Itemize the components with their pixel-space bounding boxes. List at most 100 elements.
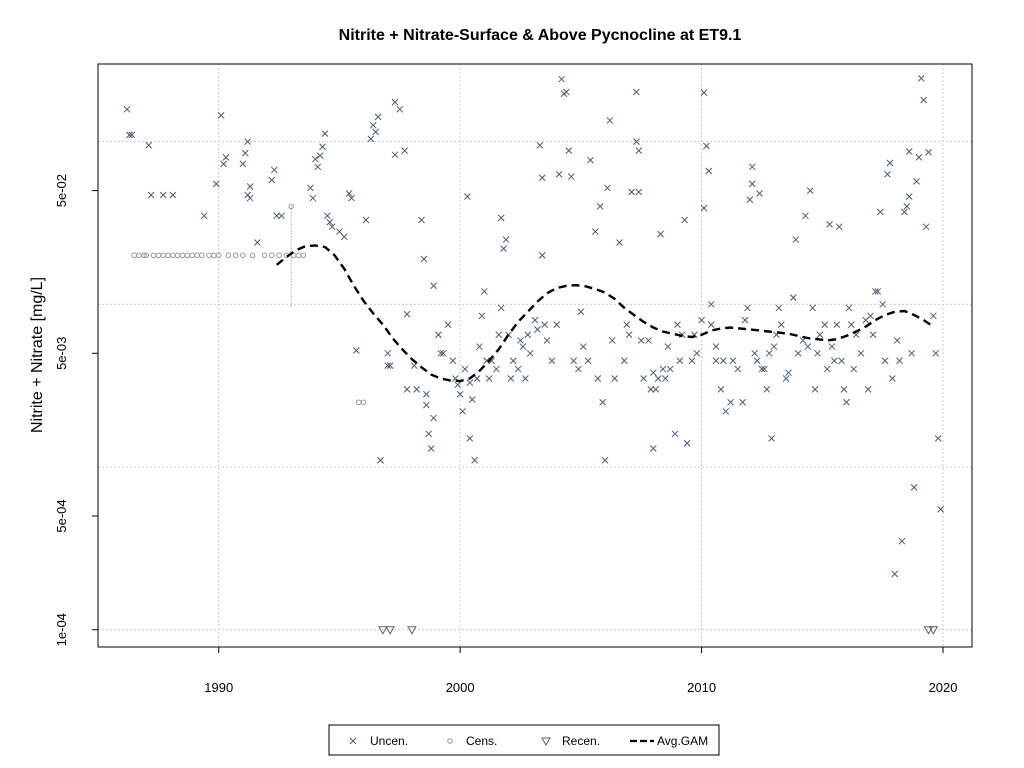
data-point-uncensored: [775, 304, 783, 312]
data-point-censored: [288, 203, 294, 210]
cross-stroke: [466, 379, 474, 387]
data-point-uncensored: [270, 166, 278, 174]
cross-stroke: [872, 288, 879, 295]
cross-stroke: [850, 365, 858, 373]
cross-stroke: [913, 177, 920, 185]
cross-stroke: [319, 143, 326, 151]
cross-stroke: [761, 365, 768, 373]
data-point-uncensored: [509, 357, 517, 365]
data-point-uncensored: [920, 96, 928, 104]
data-point-uncensored: [611, 375, 619, 382]
cross-stroke: [922, 223, 930, 231]
cross-stroke: [401, 147, 408, 155]
cross-stroke: [637, 337, 645, 344]
data-point-uncensored: [336, 228, 343, 235]
data-point-uncensored: [268, 176, 276, 184]
cross-stroke: [468, 396, 476, 403]
cross-stroke: [273, 212, 281, 220]
y-tick-label: 5e-02: [54, 174, 69, 207]
data-point-uncensored: [881, 357, 889, 365]
cross-stroke: [843, 398, 850, 406]
cross-stroke: [372, 128, 380, 136]
cross-stroke: [886, 159, 894, 167]
series-layer: [123, 74, 944, 635]
data-point-uncensored: [464, 193, 471, 200]
cross-stroke: [898, 537, 906, 545]
plot-frame: [97, 63, 973, 648]
cross-stroke: [628, 188, 635, 196]
cross-stroke: [495, 331, 503, 339]
data-point-uncensored: [693, 349, 701, 357]
cross-stroke: [652, 386, 660, 393]
data-point-uncensored: [244, 138, 252, 145]
data-point-censored: [269, 252, 275, 259]
data-point-uncensored: [596, 203, 604, 210]
cross-stroke: [217, 112, 225, 119]
data-point-uncensored: [707, 300, 715, 308]
cross-stroke: [707, 321, 715, 329]
cross-stroke: [307, 184, 314, 192]
cross-stroke: [703, 142, 710, 150]
data-point-uncensored: [413, 386, 421, 393]
data-point-uncensored: [806, 187, 814, 194]
cross-stroke: [698, 316, 705, 324]
cross-stroke: [741, 316, 749, 324]
data-point-uncensored: [309, 194, 317, 202]
cross-stroke: [896, 357, 903, 365]
data-point-recensored: [928, 626, 939, 635]
data-point-uncensored: [316, 152, 324, 160]
data-point-uncensored: [719, 357, 727, 365]
data-point-uncensored: [324, 212, 331, 220]
cross-stroke: [905, 148, 913, 155]
cross-stroke: [340, 233, 348, 241]
cross-stroke: [526, 349, 534, 357]
cross-stroke: [483, 357, 491, 365]
cross-stroke: [683, 439, 691, 447]
data-point-uncensored: [683, 439, 691, 447]
data-point-uncensored: [734, 365, 742, 373]
data-point-uncensored: [802, 212, 809, 220]
cross-stroke: [620, 357, 628, 365]
cross-stroke: [478, 312, 486, 320]
data-point-uncensored: [471, 456, 478, 464]
data-point-uncensored: [502, 236, 510, 243]
data-point-uncensored: [934, 435, 942, 442]
data-point-uncensored: [369, 121, 377, 129]
data-point-uncensored: [454, 381, 462, 389]
cross-stroke: [403, 386, 411, 393]
data-point-uncensored: [901, 208, 908, 216]
data-point-censored: [165, 252, 171, 259]
cross-stroke: [727, 398, 734, 406]
cross-stroke: [396, 105, 404, 113]
cross-stroke: [828, 343, 836, 350]
data-point-recensored: [923, 626, 934, 635]
data-point-uncensored: [831, 357, 838, 365]
data-point-uncensored: [220, 160, 227, 168]
data-point-uncensored: [662, 375, 669, 382]
data-point-uncensored: [688, 357, 696, 365]
data-point-uncensored: [700, 204, 708, 212]
data-point-censored: [170, 252, 176, 259]
cross-stroke: [917, 74, 925, 82]
data-point-uncensored: [712, 343, 720, 350]
cross-stroke: [570, 357, 577, 365]
cross-stroke: [384, 349, 392, 357]
data-point-uncensored: [241, 149, 249, 157]
data-point-uncensored: [396, 105, 404, 113]
cross-stroke: [536, 141, 544, 149]
data-point-uncensored: [814, 349, 821, 357]
cross-stroke: [676, 357, 684, 365]
cross-stroke: [640, 375, 647, 382]
cross-stroke: [884, 170, 891, 178]
data-point-uncensored: [792, 236, 800, 243]
cross-stroke: [565, 147, 573, 155]
data-point-uncensored: [126, 131, 133, 139]
data-point-uncensored: [884, 170, 891, 178]
data-point-uncensored: [485, 375, 493, 382]
cross-stroke: [543, 337, 551, 344]
data-point-uncensored: [466, 379, 474, 387]
cross-stroke: [246, 183, 254, 190]
data-point-uncensored: [746, 196, 754, 203]
data-point-uncensored: [123, 105, 131, 113]
cross-stroke: [806, 187, 814, 194]
